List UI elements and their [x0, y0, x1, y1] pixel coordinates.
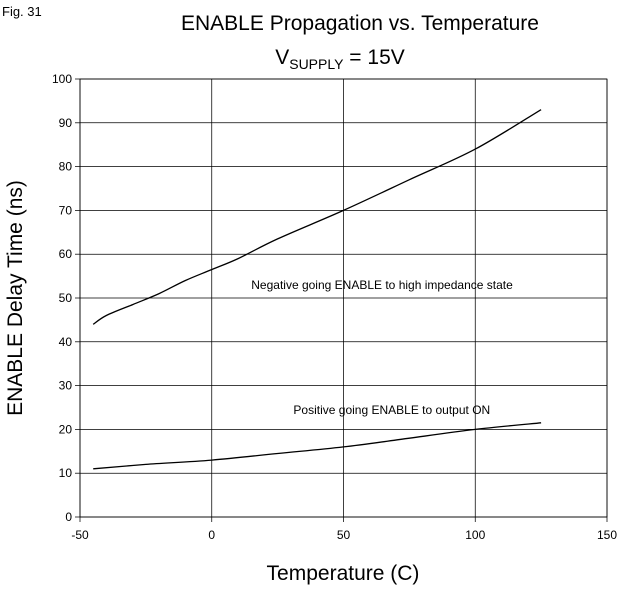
y-tick-label: 60 [59, 247, 73, 261]
plot-area: -50 0 50 100 150 0 10 20 30 40 50 60 70 80 90 100 [52, 72, 617, 542]
x-tick-label: 150 [597, 528, 617, 542]
chart-title: ENABLE Propagation vs. Temperature [181, 12, 539, 35]
y-tick-label: 30 [59, 379, 73, 393]
y-axis-title: ENABLE Delay Time (ns) [4, 180, 27, 416]
x-tick-label: -50 [71, 528, 89, 542]
x-tick-label: 50 [337, 528, 351, 542]
y-tick-label: 100 [52, 72, 72, 86]
annotation-negative-going: Negative going ENABLE to high impedance … [251, 278, 513, 292]
y-tick-label: 80 [59, 160, 73, 174]
series-line-1 [92, 109, 542, 325]
y-tick-label: 20 [59, 422, 73, 436]
grid-lines [75, 78, 608, 522]
x-tick-label: 0 [208, 528, 215, 542]
y-tick-label: 10 [59, 466, 73, 480]
series-lines [92, 109, 542, 470]
x-tick-labels: -50 0 50 100 150 [71, 528, 617, 542]
y-tick-label: 70 [59, 203, 73, 217]
chart-subtitle: VSUPPLY = 15V [275, 46, 405, 72]
subtitle-suffix: = 15V [343, 46, 404, 69]
annotation-positive-going: Positive going ENABLE to output ON [293, 403, 490, 417]
subtitle-prefix: V [275, 46, 289, 69]
y-tick-labels: 0 10 20 30 40 50 60 70 80 90 100 [52, 72, 72, 524]
subtitle-subscript: SUPPLY [289, 56, 344, 72]
y-tick-label: 40 [59, 335, 73, 349]
y-tick-label: 0 [65, 510, 72, 524]
y-tick-label: 90 [59, 116, 73, 130]
figure-label: Fig. 31 [2, 4, 42, 19]
y-tick-label: 50 [59, 291, 73, 305]
x-tick-label: 100 [465, 528, 485, 542]
x-axis-title: Temperature (C) [267, 562, 420, 585]
series-line-2 [93, 422, 542, 470]
